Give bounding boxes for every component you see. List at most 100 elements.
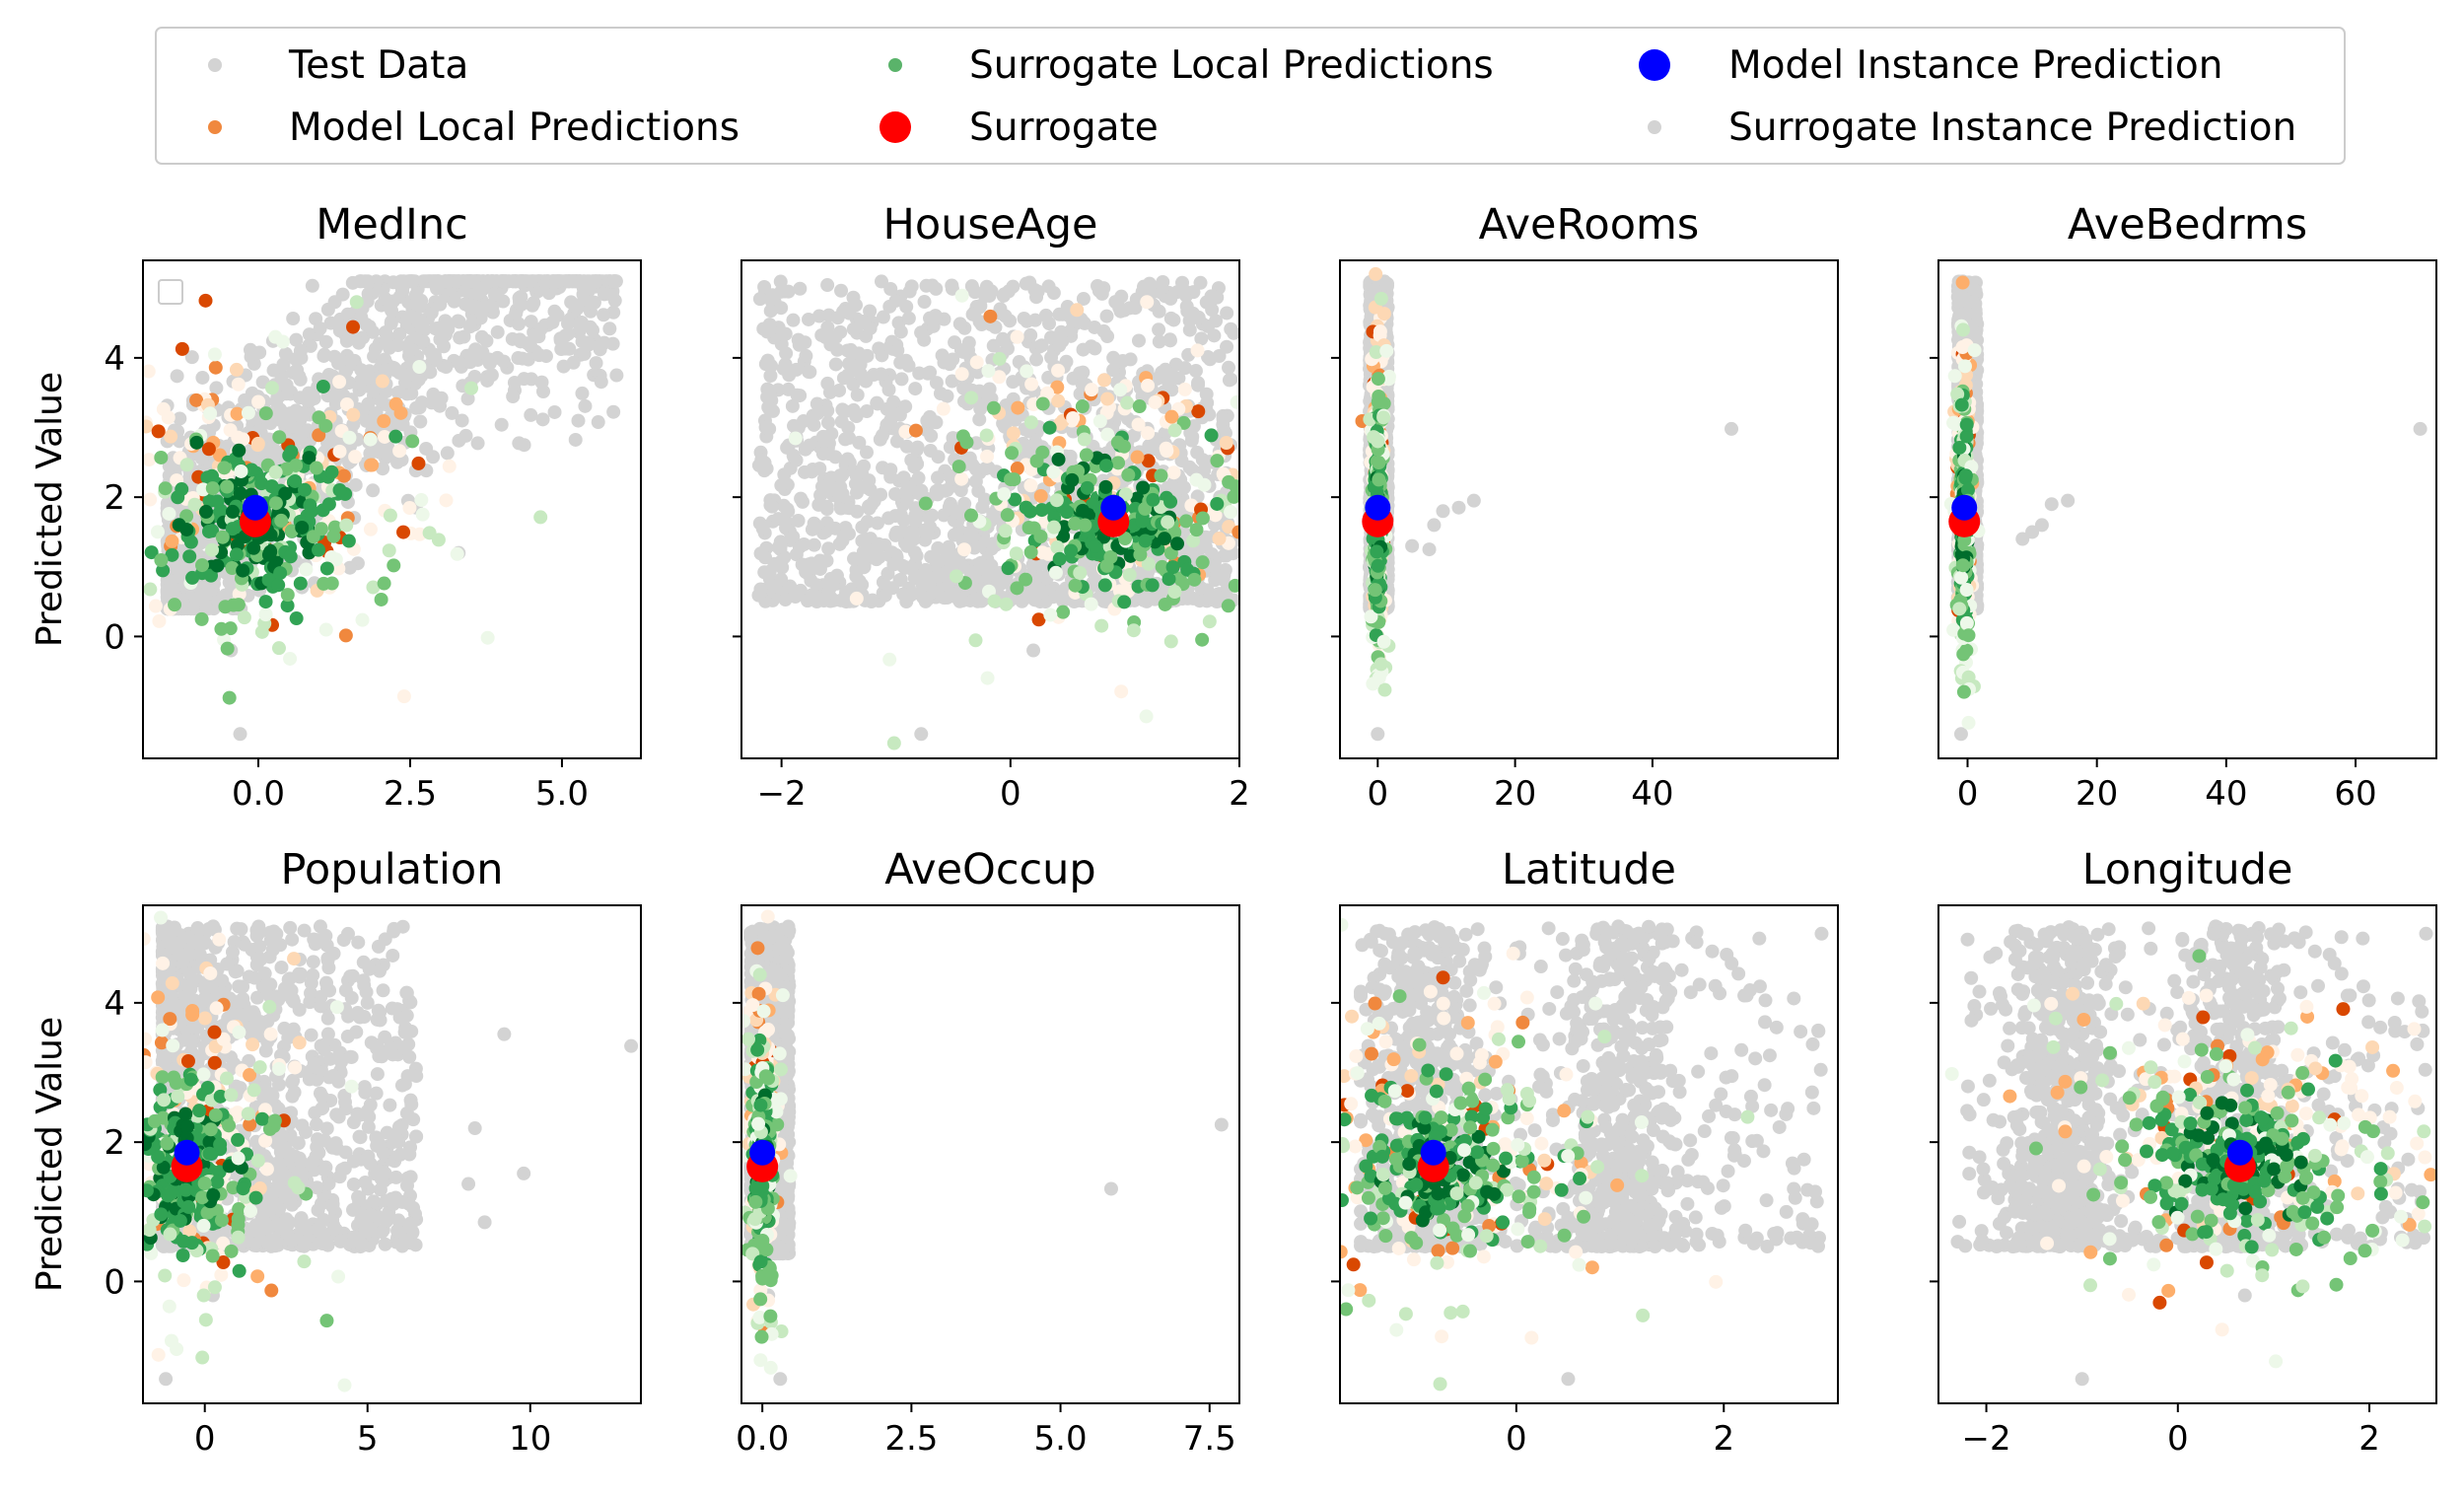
test-point	[494, 417, 509, 432]
test-point	[1088, 341, 1102, 356]
surrogate-local-point	[951, 460, 966, 474]
test-point	[524, 407, 538, 422]
test-point	[755, 521, 770, 535]
test-point	[419, 441, 434, 456]
test-point	[594, 375, 608, 390]
surrogate-local-point	[268, 496, 283, 511]
test-point	[366, 418, 381, 433]
model-local-point	[442, 459, 457, 473]
test-point	[1183, 425, 1198, 440]
test-point	[819, 499, 834, 514]
surrogate-local-point	[154, 450, 169, 464]
test-point	[919, 278, 934, 293]
surrogate-local-point	[195, 558, 210, 573]
test-point	[932, 554, 947, 569]
surrogate-local-point	[1029, 454, 1044, 468]
test-point	[957, 496, 972, 511]
test-point	[805, 464, 819, 479]
surrogate-local-point	[258, 607, 273, 622]
test-point	[799, 348, 813, 363]
test-point	[933, 387, 948, 401]
test-point	[184, 350, 199, 365]
model-local-point	[1006, 426, 1021, 441]
surrogate-local-point	[268, 464, 283, 479]
test-point	[904, 453, 919, 467]
test-point	[1191, 376, 1206, 391]
test-point	[896, 470, 911, 485]
test-point	[384, 315, 398, 329]
test-point	[805, 588, 819, 603]
surrogate-local-point	[205, 542, 220, 557]
test-point	[955, 594, 970, 608]
test-point	[908, 382, 923, 396]
test-point	[506, 389, 521, 403]
surrogate-local-point	[339, 518, 354, 533]
surrogate-local-point	[981, 364, 996, 379]
surrogate-local-point	[1065, 472, 1080, 487]
surrogate-local-point	[154, 552, 169, 567]
test-point	[439, 359, 454, 374]
test-point	[775, 560, 790, 575]
test-point	[945, 374, 959, 389]
empty-legend-box	[158, 279, 183, 305]
test-point	[301, 393, 316, 408]
test-point	[342, 560, 357, 575]
test-point	[360, 294, 375, 309]
test-point	[872, 341, 886, 356]
model-local-point	[1232, 525, 1239, 539]
surrogate-local-point	[999, 597, 1014, 611]
test-point	[549, 274, 564, 289]
test-point	[482, 356, 497, 371]
test-point	[1224, 372, 1238, 387]
test-point	[925, 508, 940, 523]
test-point	[980, 564, 995, 579]
test-point	[1088, 320, 1102, 334]
test-point	[972, 412, 987, 427]
model-local-point	[1141, 426, 1156, 441]
surrogate-local-point	[1187, 572, 1202, 587]
test-point	[172, 564, 186, 579]
test-point	[467, 352, 482, 367]
test-point	[996, 331, 1011, 346]
test-point	[333, 353, 348, 368]
test-point	[408, 297, 423, 312]
test-point	[984, 284, 999, 299]
test-point	[774, 572, 789, 587]
test-point	[1041, 279, 1056, 294]
surrogate-local-point	[298, 482, 313, 497]
test-point	[886, 557, 901, 572]
test-point	[575, 334, 590, 349]
model-local-point	[148, 599, 163, 613]
test-point	[1044, 350, 1059, 365]
surrogate-local-point	[1162, 572, 1176, 587]
test-point	[820, 320, 835, 334]
surrogate-local-point	[1121, 467, 1136, 482]
test-point	[778, 593, 793, 607]
surrogate-local-point	[1007, 472, 1021, 487]
test-point	[961, 335, 976, 350]
surrogate-local-point	[949, 569, 963, 584]
test-point	[909, 548, 924, 563]
subplot-title: AveRooms	[1479, 200, 1700, 250]
test-point	[774, 284, 789, 299]
test-point	[441, 274, 456, 289]
model-local-point	[231, 377, 246, 392]
test-point	[289, 332, 304, 347]
x-tick-label: 0.0	[232, 774, 285, 814]
surrogate-local-point	[317, 576, 331, 591]
surrogate-local-point	[1051, 452, 1066, 466]
test-point	[863, 304, 878, 319]
surrogate-local-point	[1008, 492, 1022, 507]
surrogate-local-point	[1098, 459, 1113, 473]
test-point	[816, 594, 831, 608]
surrogate-local-point	[1133, 547, 1148, 562]
test-point	[405, 274, 420, 289]
surrogate-local-point	[150, 525, 165, 539]
model-local-point	[1140, 295, 1155, 310]
test-point	[209, 381, 224, 395]
test-point	[570, 301, 585, 316]
surrogate-local-point	[1099, 558, 1114, 573]
test-point	[1054, 589, 1069, 604]
surrogate-local-point	[204, 568, 219, 583]
